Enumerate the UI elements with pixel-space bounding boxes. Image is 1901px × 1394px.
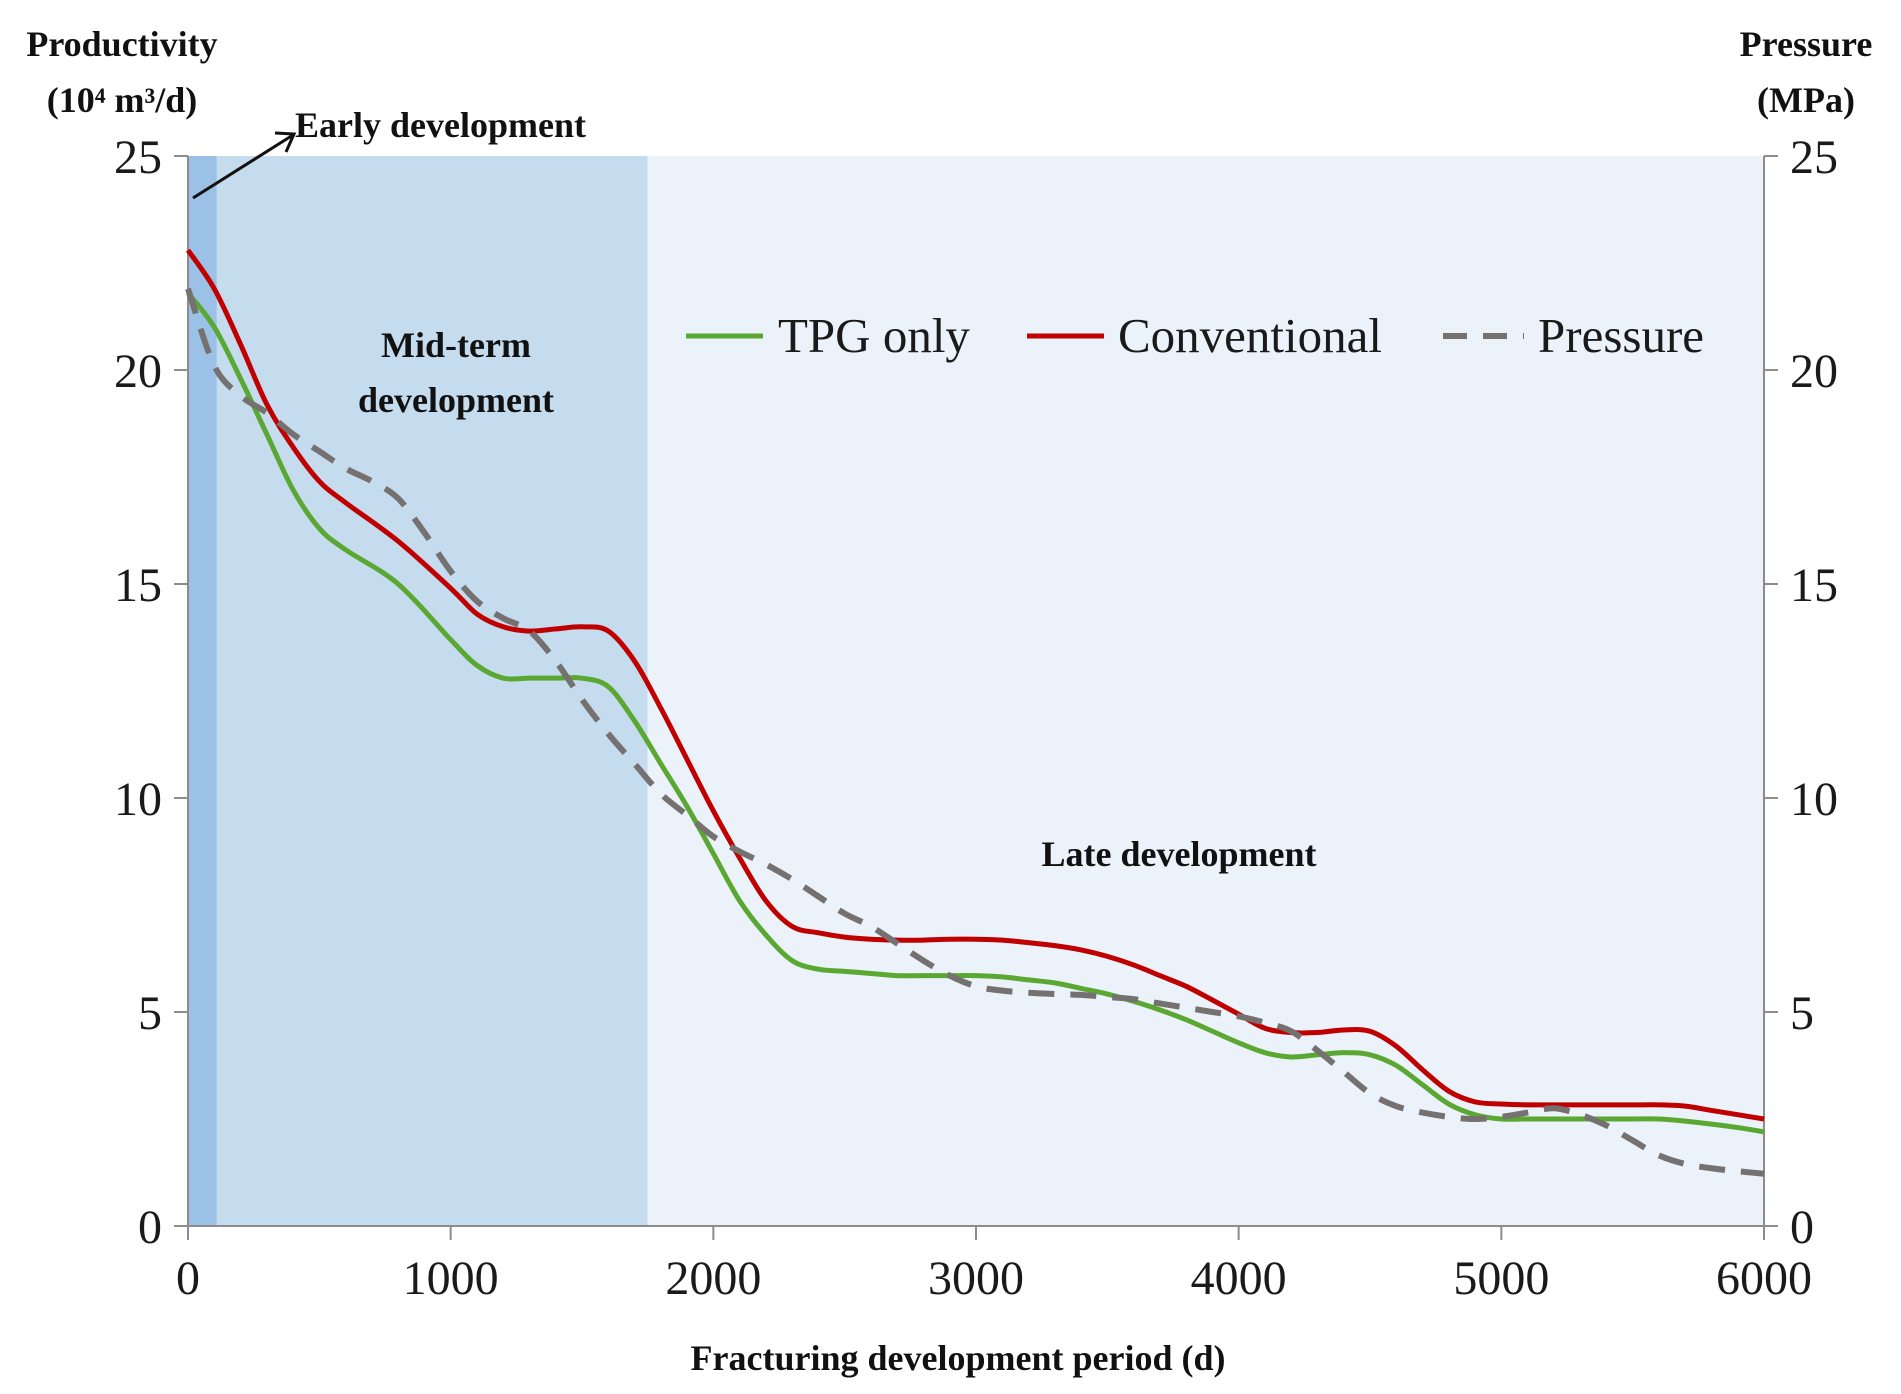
- mid-term-label-line2: development: [358, 380, 554, 420]
- y-left-tick-label: 0: [138, 1201, 162, 1254]
- late-development-label: Late development: [1042, 834, 1317, 874]
- series-lines: [185, 248, 1765, 1177]
- y-axis-right-label-line2: (MPa): [1757, 80, 1855, 120]
- y-left-tick-label: 25: [114, 131, 162, 184]
- early-development-label: Early development: [295, 105, 586, 145]
- legend: TPG only Conventional Pressure: [686, 308, 1704, 363]
- y-right-tick-label: 10: [1790, 773, 1838, 826]
- y-axis-left-label-line1: Productivity: [26, 24, 217, 64]
- series-line-tpg-only: [186, 291, 1765, 1135]
- legend-item-tpg-only: TPG only: [686, 308, 970, 363]
- legend-item-pressure: Pressure: [1443, 308, 1704, 363]
- x-tick-label: 5000: [1453, 1252, 1549, 1305]
- y-right-tick-label: 25: [1790, 131, 1838, 184]
- x-tick-label: 1000: [403, 1252, 499, 1305]
- y-right-tick-label: 5: [1790, 987, 1814, 1040]
- region-early: [188, 156, 217, 1226]
- y-left-tick-label: 15: [114, 559, 162, 612]
- legend-label-conventional: Conventional: [1118, 308, 1382, 363]
- axes: 0 1000 2000 3000 4000 5000 6000051015202505101…: [114, 131, 1838, 1305]
- y-right-tick-label: 0: [1790, 1201, 1814, 1254]
- early-development-arrow: [192, 131, 297, 200]
- x-tick-label: 3000: [928, 1252, 1024, 1305]
- y-left-tick-label: 10: [114, 773, 162, 826]
- series-line-pressure: [185, 287, 1765, 1177]
- legend-label-pressure: Pressure: [1538, 308, 1704, 363]
- x-tick-label: 6000: [1716, 1252, 1812, 1305]
- region-late: [647, 156, 1764, 1226]
- x-tick-label: 2000: [665, 1252, 761, 1305]
- series-line-conventional: [185, 248, 1765, 1122]
- legend-item-conventional: Conventional: [1027, 308, 1382, 363]
- y-axis-right-label-line1: Pressure: [1740, 24, 1873, 64]
- mid-term-label-line1: Mid-term: [381, 325, 531, 365]
- legend-label-tpg-only: TPG only: [778, 308, 970, 363]
- development-regions: [188, 156, 1764, 1226]
- x-axis-label: Fracturing development period (d): [691, 1338, 1226, 1378]
- x-tick-label: 4000: [1191, 1252, 1287, 1305]
- x-tick-label: 0: [176, 1252, 200, 1305]
- y-right-tick-label: 15: [1790, 559, 1838, 612]
- region-mid: [216, 156, 648, 1226]
- y-right-tick-label: 20: [1790, 345, 1838, 398]
- y-axis-left-label-line2: (10⁴ m³/d): [47, 80, 198, 120]
- y-left-tick-label: 20: [114, 345, 162, 398]
- y-left-tick-label: 5: [138, 987, 162, 1040]
